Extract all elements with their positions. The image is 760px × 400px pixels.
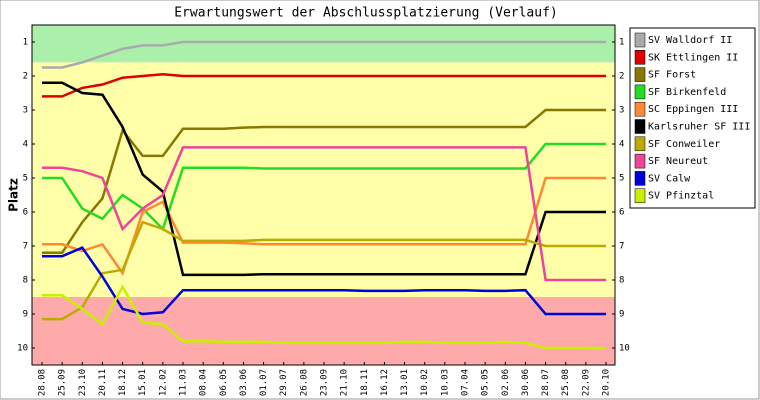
y-tick-label: 2	[23, 72, 28, 82]
y-tick-label-right: 4	[619, 140, 624, 150]
x-tick-label: 07.04	[461, 369, 471, 396]
legend-swatch	[634, 171, 646, 186]
x-tick-label: 10.02	[420, 369, 430, 396]
legend-label: Karlsruher SF III	[648, 122, 750, 133]
series-line	[42, 220, 606, 321]
legend-swatch	[634, 32, 646, 48]
chart-title: Erwartungswert der Abschlussplatzierung …	[174, 6, 558, 21]
y-axis-label: Platz	[7, 178, 21, 212]
legend-label: SV Walldorf II	[648, 35, 732, 46]
y-tick-label-right: 2	[619, 72, 624, 82]
x-tick-label: 10.03	[440, 369, 450, 396]
y-tick-label: 5	[23, 174, 28, 184]
y-tick-label: 7	[23, 242, 28, 252]
x-tick-label: 20.11	[98, 369, 108, 396]
series-line	[42, 142, 606, 232]
x-tick-label: 23.10	[78, 369, 88, 396]
legend-label: SK Ettlingen II	[648, 52, 738, 63]
y-tick-label: 3	[23, 106, 28, 116]
x-tick-label: 30.06	[521, 369, 531, 396]
x-tick-label: 06.05	[219, 369, 229, 396]
x-tick-label: 11.03	[179, 369, 189, 396]
x-tick-label: 16.12	[380, 369, 390, 396]
series-line	[42, 81, 606, 277]
y-tick-label-right: 5	[619, 174, 624, 184]
y-tick-label: 1	[23, 38, 28, 48]
legend-swatch	[634, 50, 646, 65]
x-tick-label: 03.06	[239, 369, 249, 396]
legend-swatch	[634, 84, 646, 100]
zone-band	[32, 62, 615, 298]
x-tick-label: 20.10	[602, 369, 612, 396]
y-tick-label-right: 6	[619, 208, 624, 218]
y-tick-label-right: 7	[619, 242, 624, 252]
x-tick-label: 29.07	[279, 369, 289, 396]
x-tick-label: 15.01	[138, 369, 148, 396]
series-line	[42, 284, 606, 350]
series-line	[42, 108, 606, 255]
series-line	[42, 40, 606, 69]
series-line	[42, 146, 606, 282]
x-tick-label: 01.07	[259, 369, 269, 396]
legend-swatch	[634, 136, 646, 152]
legend-swatch	[634, 153, 646, 169]
y-tick-label: 6	[23, 208, 28, 218]
zone-band	[32, 297, 615, 365]
x-tick-label: 21.10	[340, 369, 350, 396]
x-tick-label: 25.09	[58, 369, 68, 396]
y-tick-label-right: 1	[619, 38, 624, 48]
legend-swatch	[634, 67, 646, 82]
x-tick-label: 25.08	[561, 369, 571, 396]
legend-label: SV Pfinztal	[648, 191, 714, 202]
x-tick-label: 18.11	[360, 369, 370, 396]
legend-swatch	[634, 119, 646, 134]
x-tick-label: 28.07	[541, 369, 551, 396]
legend	[629, 27, 756, 209]
x-tick-label: 28.08	[38, 369, 48, 396]
legend-label: SC Eppingen III	[648, 104, 738, 115]
x-tick-label: 23.09	[320, 369, 330, 396]
y-tick-label-right: 10	[619, 344, 630, 354]
legend-swatch	[634, 101, 646, 117]
y-tick-label-right: 8	[619, 276, 624, 286]
legend-label: SF Conweiler	[648, 139, 720, 150]
x-tick-label: 02.06	[501, 369, 511, 396]
x-tick-label: 18.12	[118, 369, 128, 396]
y-tick-label-right: 9	[619, 310, 624, 320]
legend-label: SF Forst	[648, 70, 696, 81]
x-tick-label: 26.08	[299, 369, 309, 396]
series-line	[42, 73, 606, 98]
legend-label: SF Neureut	[648, 156, 708, 167]
y-tick-label: 10	[17, 344, 28, 354]
y-tick-label: 9	[23, 310, 28, 320]
y-tick-label: 8	[23, 276, 28, 286]
y-tick-label: 4	[23, 140, 28, 150]
x-tick-label: 08.04	[199, 369, 209, 396]
zone-band	[32, 25, 615, 63]
legend-label: SF Birkenfeld	[648, 87, 726, 98]
x-tick-label: 22.09	[581, 369, 591, 396]
x-tick-label: 05.05	[481, 369, 491, 396]
legend-swatch	[634, 188, 646, 203]
series-line	[42, 176, 606, 276]
x-tick-label: 13.01	[400, 369, 410, 396]
legend-label: SV Calw	[648, 173, 691, 184]
y-tick-label-right: 3	[619, 106, 624, 116]
x-tick-label: 12.02	[158, 369, 168, 396]
